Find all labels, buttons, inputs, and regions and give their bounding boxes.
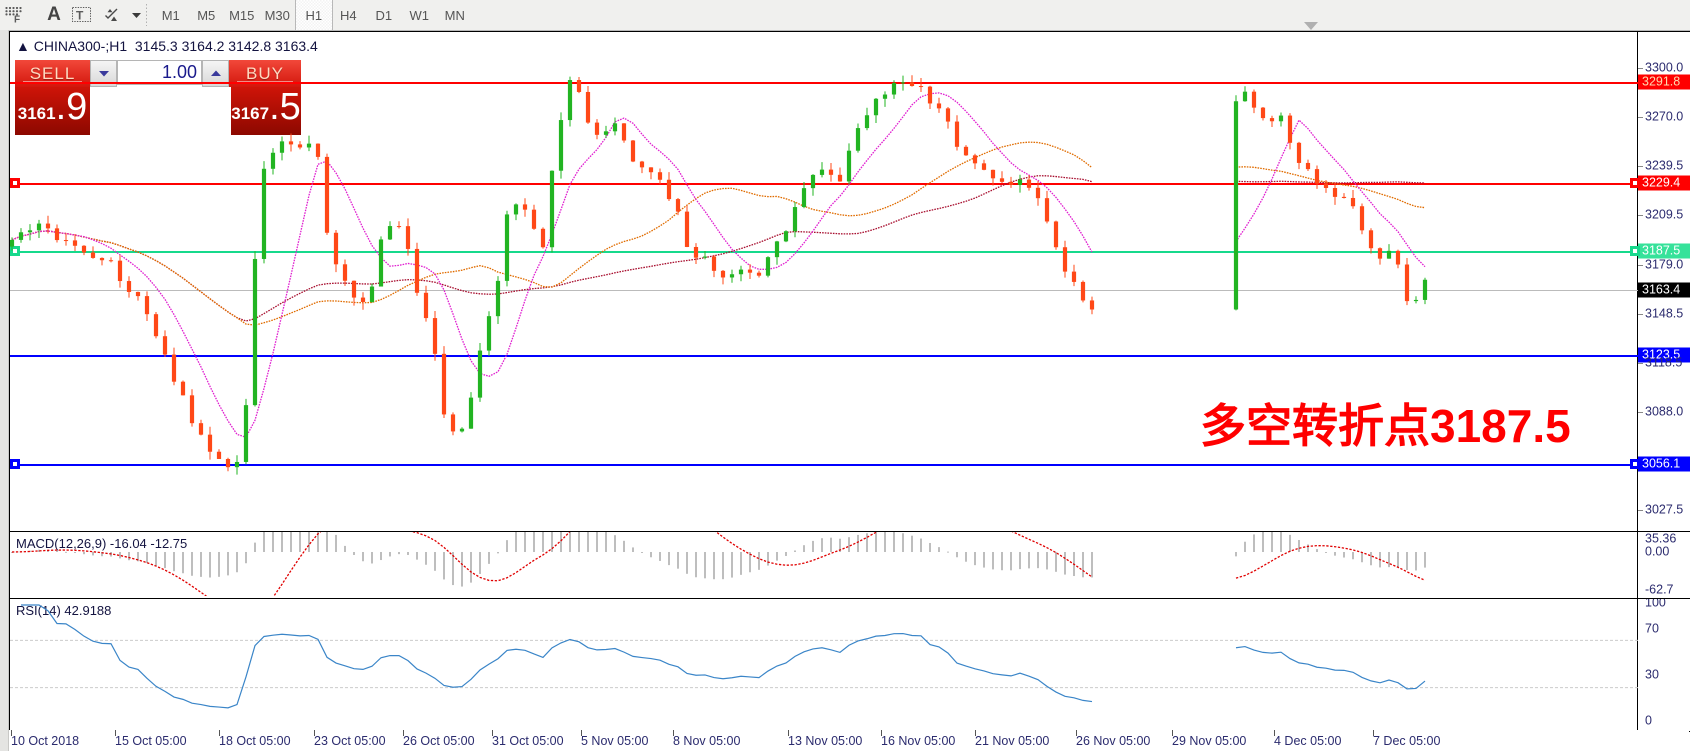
svg-text:T: T	[76, 9, 84, 23]
svg-text:F: F	[14, 15, 20, 24]
